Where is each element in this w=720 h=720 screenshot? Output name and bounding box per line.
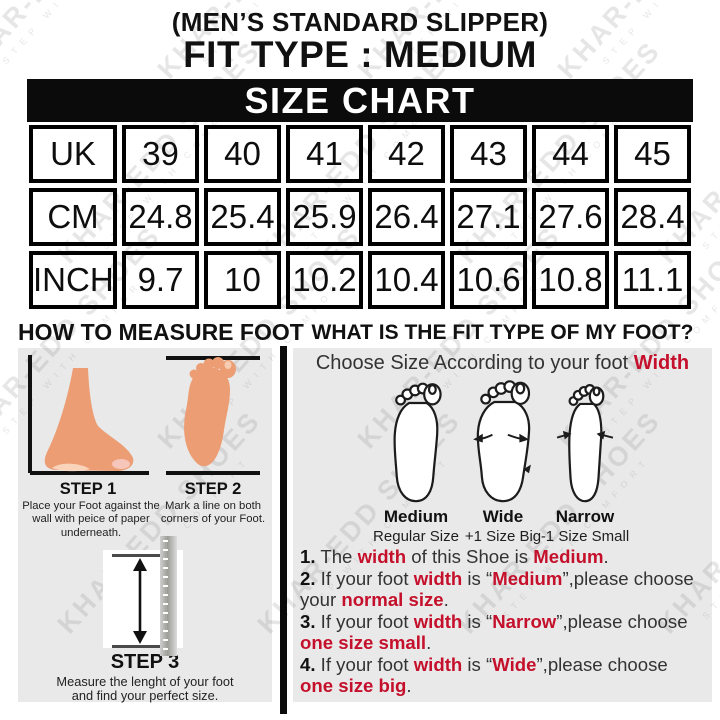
measure-heading: HOW TO MEASURE FOOT (18, 319, 304, 345)
text-segment: . (443, 588, 449, 610)
text-segment: is “ (462, 654, 493, 676)
text-segment: Width (633, 352, 690, 374)
fit-instructions: 1. The width of this Shoe is Medium. 2. … (300, 546, 705, 698)
text-segment: Medium (533, 546, 604, 567)
text-segment: If your foot (315, 654, 414, 676)
foot-type-desc: -1 Size Small (540, 528, 630, 545)
text-segment: 2. (300, 568, 316, 590)
text-segment: ”,please choose (536, 654, 668, 676)
size-row: CM 24.8 25.4 25.9 26.4 27.1 27.6 28.4 (29, 188, 691, 246)
size-cell: 27.6 (532, 188, 609, 246)
size-cell: 24.8 (122, 188, 199, 246)
size-row-label: UK (29, 125, 117, 183)
text-segment: If your foot (315, 568, 414, 590)
size-cell: 9.7 (122, 251, 199, 309)
foot-side-wall-icon (28, 355, 149, 475)
foot-narrow-icon (556, 384, 614, 503)
text-segment: . (406, 674, 412, 696)
text-segment: If your foot (315, 611, 414, 633)
instruction-item: 4. If your foot width is “Wide”,please c… (300, 655, 705, 696)
size-cell: 28.4 (614, 188, 691, 246)
foot-type-narrow: Narrow -1 Size Small (515, 507, 655, 545)
instruction-item: 2. If your foot width is “Medium”,please… (300, 569, 705, 610)
step2-label: STEP 2 (184, 480, 242, 498)
size-chart-banner: SIZE CHART (27, 79, 693, 122)
size-cell: 10.4 (368, 251, 445, 309)
size-cell: 43 (450, 125, 527, 183)
foot-type-name: Medium (383, 507, 449, 526)
instruction-item: 3. If your foot width is “Narrow”,please… (300, 612, 705, 653)
text-segment: one size small (300, 631, 427, 653)
text-segment: of this Shoe is (406, 546, 534, 567)
text-segment: . (603, 546, 609, 567)
section-divider (280, 346, 287, 714)
text-segment: your (300, 588, 342, 610)
size-cell: 26.4 (368, 188, 445, 246)
size-cell: 11.1 (614, 251, 691, 309)
text-segment: width (413, 611, 463, 633)
text-segment: 1. (300, 546, 316, 567)
size-cell: 40 (204, 125, 281, 183)
text-segment: ”,please choose (556, 611, 688, 633)
size-cell: 10.2 (286, 251, 363, 309)
text-segment: width (357, 546, 407, 567)
size-cell: 10 (204, 251, 281, 309)
step3-label: STEP 3 (110, 651, 180, 673)
measure-top-line (112, 554, 172, 557)
size-cell: 39 (122, 125, 199, 183)
product-subtitle: (MEN’S STANDARD SLIPPER) (171, 7, 549, 37)
fit-heading: WHAT IS THE FIT TYPE OF MY FOOT? (311, 321, 694, 344)
foot-type-name: Wide (482, 507, 524, 526)
double-arrow-icon (133, 558, 147, 644)
size-cell: 25.9 (286, 188, 363, 246)
foot-sole-icon (166, 356, 260, 475)
foot-type-desc: +1 Size Big (464, 528, 542, 545)
measure-bottom-line (112, 645, 172, 648)
text-segment: Medium (492, 568, 563, 590)
text-segment: Narrow (492, 611, 557, 633)
size-cell: 10.8 (532, 251, 609, 309)
size-row-label: INCH (29, 251, 117, 309)
text-segment: is “ (462, 611, 493, 633)
text-segment: is “ (462, 568, 493, 590)
foot-type-name: Narrow (555, 507, 615, 526)
ruler-icon (160, 536, 177, 656)
size-cell: 10.6 (450, 251, 527, 309)
foot-wide-icon (473, 380, 531, 503)
text-segment: width (413, 568, 463, 590)
step1-caption: Place your Foot against the wall with pe… (22, 500, 160, 539)
size-row: INCH 9.7 10 10.2 10.4 10.6 10.8 11.1 (29, 251, 691, 309)
foot-medium-icon (393, 382, 442, 503)
size-row-label: CM (29, 188, 117, 246)
fit-type-title: FIT TYPE : MEDIUM (183, 34, 537, 75)
text-segment: Wide (492, 654, 537, 676)
text-segment: Choose Size According to your foot (315, 352, 634, 374)
text-segment: The (315, 546, 358, 567)
text-segment: 4. (300, 654, 316, 676)
foot-type-desc: Regular Size (373, 528, 459, 545)
text-segment: width (413, 654, 463, 676)
text-segment: one size big (300, 674, 407, 696)
text-segment: 3. (300, 611, 316, 633)
size-cell: 25.4 (204, 188, 281, 246)
size-cell: 41 (286, 125, 363, 183)
step1-label: STEP 1 (59, 480, 117, 498)
size-cell: 27.1 (450, 188, 527, 246)
size-cell: 44 (532, 125, 609, 183)
foot-type-medium: Medium Regular Size (346, 507, 486, 545)
fit-subheading: Choose Size According to your foot Width (293, 352, 712, 375)
text-segment: ”,please choose (562, 568, 694, 590)
size-cell: 45 (614, 125, 691, 183)
instruction-item: 1. The width of this Shoe is Medium. (300, 546, 705, 567)
step2-caption: Mark a line on both corners of your Foot… (160, 500, 266, 526)
text-segment: normal size (341, 588, 444, 610)
foot-type-wide: Wide +1 Size Big (433, 507, 573, 545)
size-cell: 42 (368, 125, 445, 183)
step3-caption: Measure the lenght of your foot and find… (56, 674, 234, 704)
size-row: UK 39 40 41 42 43 44 45 (29, 125, 691, 183)
size-chart-table: UK 39 40 41 42 43 44 45 CM 24.8 25.4 25.9 26.4 27.1 27… (24, 120, 696, 314)
text-segment: . (426, 631, 432, 653)
